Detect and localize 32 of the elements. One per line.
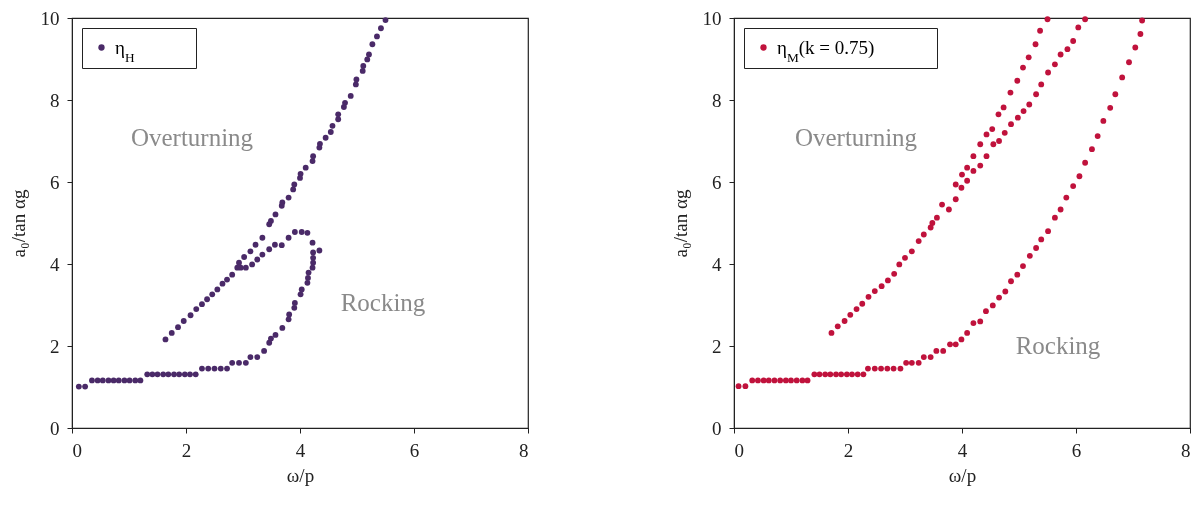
y-tick-label: 10 (702, 7, 722, 29)
y-axis-title: a₀/tan αg (7, 189, 29, 258)
x-tick-label: 6 (409, 439, 420, 461)
y-tick-label: 8 (50, 89, 60, 111)
annotation: Overturning (794, 124, 918, 151)
annotation: Rocking (1015, 332, 1101, 359)
x-tick-label: 4 (295, 439, 306, 461)
y-tick-label: 2 (712, 335, 722, 357)
y-tick-label: 0 (50, 417, 60, 439)
legend-label: η$_{H}$ (115, 36, 135, 64)
y-tick-label: 8 (712, 89, 722, 111)
x-tick-label: 8 (519, 439, 529, 461)
x-tick-label: 0 (72, 439, 82, 461)
x-tick-label: 2 (181, 439, 192, 461)
annotation: Overturning (130, 124, 254, 151)
y-tick-label: 6 (50, 171, 60, 193)
y-axis-title: a₀/tan αg (669, 189, 691, 258)
x-axis-title: ω/p (286, 464, 315, 486)
y-tick-label: 6 (712, 171, 722, 193)
x-tick-label: 8 (1181, 439, 1191, 461)
x-tick-label: 6 (1071, 439, 1082, 461)
y-tick-label: 10 (40, 7, 60, 29)
y-tick-label: 0 (712, 417, 722, 439)
legend-label: η$_{M}$(k = 0.75) (777, 36, 875, 64)
x-tick-label: 0 (734, 439, 744, 461)
x-tick-label: 4 (957, 439, 968, 461)
y-tick-label: 2 (50, 335, 60, 357)
y-tick-label: 4 (50, 253, 60, 275)
x-axis-title: ω/p (948, 464, 977, 486)
x-tick-label: 2 (843, 439, 854, 461)
y-tick-label: 4 (712, 253, 722, 275)
annotation: Rocking (340, 289, 426, 316)
